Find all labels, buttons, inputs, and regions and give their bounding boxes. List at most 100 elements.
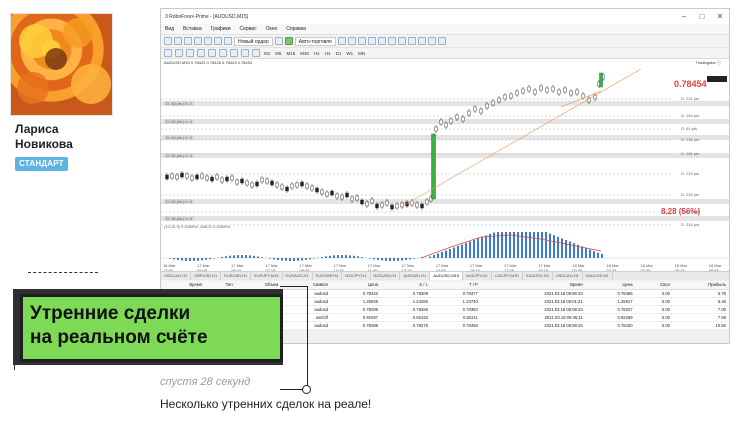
chart-tab[interactable]: AUDUSD,M15	[430, 272, 464, 280]
timeframe-w1[interactable]: W1	[346, 50, 354, 56]
timeframe-m5[interactable]: M5	[275, 50, 282, 56]
price-chart[interactable]: AUDUSD,M15 0.78423 0.78426 0.78423 0.784…	[161, 59, 729, 271]
candle	[449, 118, 453, 124]
macd-bar	[305, 258, 307, 260]
chart-tab[interactable]: NZDUSD,H1	[371, 272, 401, 280]
autotrade-button[interactable]: Авто-торговля	[294, 36, 336, 46]
candle	[497, 97, 501, 103]
menu-view[interactable]: Вид	[165, 26, 175, 32]
column-header[interactable]: Своп	[635, 281, 673, 290]
column-header[interactable]: Прибыль	[672, 281, 729, 290]
column-header[interactable]: Цена	[331, 281, 381, 290]
column-header[interactable]: S / L	[381, 281, 431, 290]
channel-icon[interactable]	[219, 49, 227, 57]
timeframe-m1[interactable]: M1	[264, 50, 271, 56]
table-cell: 2021.03.18 08:09:23	[480, 305, 586, 314]
timeframe-d1[interactable]: D1	[335, 50, 342, 56]
menu-tools[interactable]: Сервис	[239, 26, 257, 32]
chart-shift-icon[interactable]	[397, 37, 406, 45]
autotrade-icon[interactable]	[284, 37, 293, 45]
tester-icon[interactable]	[224, 37, 232, 45]
level-band	[161, 199, 729, 204]
column-header[interactable]: Время	[161, 281, 205, 290]
callout-line-2: на реальном счёте	[30, 327, 208, 348]
fibonacci-icon[interactable]	[230, 49, 238, 57]
macd-bar	[473, 240, 475, 258]
column-header[interactable]: Объем	[235, 281, 282, 290]
crosshair-icon[interactable]	[175, 49, 183, 57]
menu-insert[interactable]: Вставка	[183, 26, 202, 32]
avatar[interactable]	[10, 13, 113, 116]
timeframe-m15[interactable]: M15	[286, 50, 296, 56]
tile-windows-icon[interactable]	[387, 37, 396, 45]
text-icon[interactable]	[241, 49, 249, 57]
chart-tab[interactable]: CADJPY,M30	[492, 272, 523, 280]
column-header[interactable]: T / P	[430, 281, 481, 290]
line-chart-icon[interactable]	[357, 37, 366, 45]
chart-tab[interactable]: GBPUSD,H1	[191, 272, 222, 280]
timeframe-mn[interactable]: MN	[358, 50, 366, 56]
macd-bar	[309, 258, 311, 260]
column-header[interactable]: Цена	[585, 281, 636, 290]
market-watch-icon[interactable]	[184, 37, 192, 45]
autoscroll-icon[interactable]	[407, 37, 416, 45]
meta-editor-icon[interactable]	[274, 37, 283, 45]
time-label: 17 Mar 14:45	[435, 263, 449, 273]
candle-chart-icon[interactable]	[347, 37, 356, 45]
macd-bar	[501, 232, 503, 258]
macd-bar	[205, 258, 207, 260]
zoom-in-icon[interactable]	[367, 37, 376, 45]
candle	[390, 204, 394, 210]
cursor-icon[interactable]	[164, 49, 172, 57]
chart-tab[interactable]: EURJPY,M15	[251, 272, 283, 280]
user-name[interactable]: Лариса Новикова	[15, 122, 73, 151]
table-cell: 0.78442	[331, 289, 381, 298]
maximize-icon[interactable]: □	[699, 12, 705, 21]
chart-tab[interactable]: AUDJPY,H1	[463, 272, 492, 280]
divider	[28, 272, 98, 273]
chart-tab[interactable]: XAUUSD,H1	[583, 272, 613, 280]
chart-tab[interactable]: USDCAD,H1	[161, 272, 192, 280]
bar-chart-icon[interactable]	[337, 37, 346, 45]
minimize-icon[interactable]: –	[681, 12, 687, 21]
timeframe-h1[interactable]: H1	[314, 50, 320, 56]
level-label: D: 233 pts	[681, 192, 700, 197]
menu-charts[interactable]: Графики	[210, 26, 231, 32]
candle	[461, 116, 465, 122]
time-label: 16 Mar 13:30	[163, 263, 176, 273]
column-header[interactable]: Символ	[281, 281, 332, 290]
vertical-line-icon[interactable]	[186, 49, 194, 57]
chart-tab[interactable]: EURAUD,H1	[283, 272, 313, 280]
zoom-out-icon[interactable]	[377, 37, 386, 45]
column-header[interactable]: Тип	[204, 281, 236, 290]
macd-bar	[389, 258, 391, 261]
column-header[interactable]: Время	[480, 281, 586, 290]
chart-tab[interactable]: NZDJPY,H1	[342, 272, 371, 280]
new-order-button[interactable]: Новый ордер	[234, 36, 273, 46]
chart-tab[interactable]: XAUUSD,H4	[523, 272, 553, 280]
data-window-icon[interactable]	[194, 37, 202, 45]
terminal-icon[interactable]	[214, 37, 222, 45]
new-chart-icon[interactable]	[164, 37, 172, 45]
chart-tab[interactable]: EURGBP,H4	[313, 272, 343, 280]
timeframe-h4[interactable]: H4	[324, 50, 331, 56]
macd-bar	[209, 258, 211, 260]
chart-tab[interactable]: EURUSD,H1	[221, 272, 252, 280]
periods-icon[interactable]	[427, 37, 436, 45]
templates-icon[interactable]	[437, 37, 446, 45]
profiles-icon[interactable]	[174, 37, 182, 45]
chart-tab[interactable]: USDCAD,H1	[553, 272, 583, 280]
timeframe-m30[interactable]: M30	[300, 50, 310, 56]
label-icon[interactable]	[252, 49, 260, 57]
navigator-icon[interactable]	[204, 37, 212, 45]
candle	[205, 175, 209, 181]
indicators-icon[interactable]	[417, 37, 426, 45]
horizontal-line-icon[interactable]	[197, 49, 205, 57]
menu-help[interactable]: Справка	[286, 26, 306, 32]
trendline-icon[interactable]	[208, 49, 216, 57]
macd-bar	[401, 258, 403, 261]
close-icon[interactable]: ✕	[716, 12, 724, 21]
menu-window[interactable]: Окно	[265, 26, 278, 32]
chart-tab[interactable]: AUDNZD,H1	[400, 272, 431, 280]
